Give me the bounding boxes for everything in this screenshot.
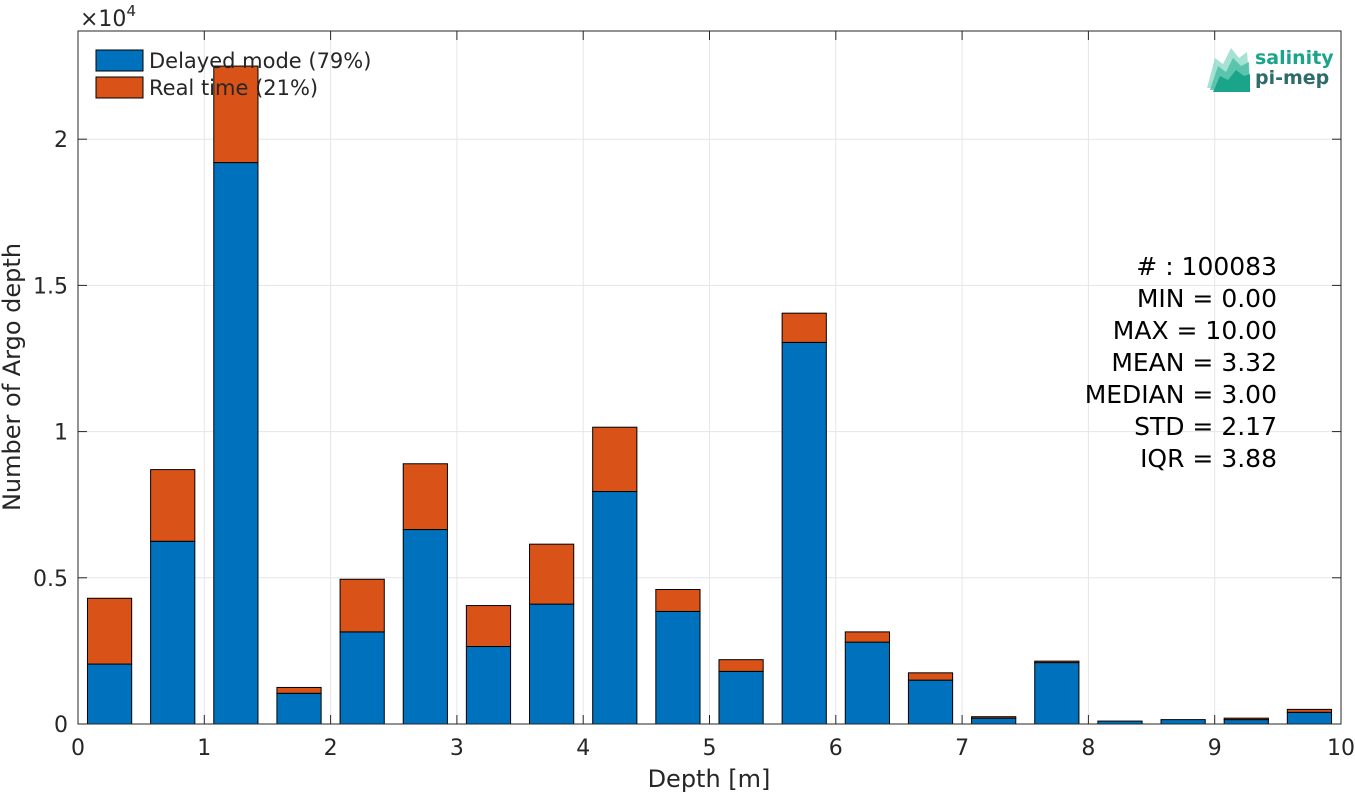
bar-real-time [213,65,259,164]
salinity-pimep-logo: salinity pi-mep [1207,47,1334,92]
x-tick-label: 6 [829,736,843,761]
y-tick-label: 1.5 [33,274,68,299]
bar-delayed-mode [718,670,764,725]
bar-delayed-mode [402,529,448,725]
bar-delayed-mode [844,641,890,725]
x-tick-label: 4 [576,736,590,761]
y-exponent-label: ×104 [80,2,136,32]
bar-real-time [150,469,196,542]
bar-real-time [1223,717,1269,721]
y-tick-label: 2 [54,128,68,153]
bar-delayed-mode [1286,711,1333,725]
bar-real-time [529,543,575,605]
logo-text-salinity: salinity [1255,47,1334,69]
y-tick-label: 0 [54,713,68,738]
x-tick-label: 9 [1208,736,1222,761]
bar-delayed-mode [1223,719,1269,725]
bars-group [86,65,1333,725]
bar-delayed-mode [907,679,954,725]
legend-swatch-delayed [95,49,144,72]
bar-real-time [465,605,512,648]
legend-label-delayed: Delayed mode (79%) [149,49,371,73]
x-axis-label: Depth [m] [648,765,771,793]
bar-real-time [781,312,827,343]
legend: Delayed mode (79%) Real time (21%) [95,49,371,100]
bar-delayed-mode [1034,662,1080,725]
bar-real-time [844,631,890,643]
logo-icon [1207,48,1250,92]
logo-text-pimep: pi-mep [1255,67,1329,89]
bar-delayed-mode [529,603,575,725]
stats-line: IQR = 3.88 [1140,444,1277,473]
bar-delayed-mode [86,663,133,725]
bar-delayed-mode [213,162,259,725]
bar-delayed-mode [781,341,827,725]
bar-delayed-mode [276,692,322,725]
bar-real-time [1286,708,1333,713]
stats-line: MEAN = 3.32 [1111,348,1277,377]
x-tick-label: 1 [197,736,211,761]
bar-delayed-mode [655,610,701,725]
x-tick-label: 5 [703,736,717,761]
x-tick-label: 7 [955,736,969,761]
x-tick-label: 10 [1327,736,1355,761]
bar-real-time [718,659,764,672]
y-tick-label: 1 [54,421,68,446]
legend-swatch-realtime [95,76,144,99]
bar-real-time [907,672,954,681]
bar-real-time [1034,660,1080,664]
stats-line: MAX = 10.00 [1113,316,1277,345]
stats-line: MEDIAN = 3.00 [1085,380,1277,409]
x-tick-label: 2 [324,736,338,761]
bar-real-time [592,426,638,493]
y-tick-labels: 0 0.5 1 1.5 2 [33,128,68,738]
bar-delayed-mode [150,540,196,725]
y-axis-label: Number of Argo depth [0,243,26,511]
bar-delayed-mode [339,631,385,725]
x-tick-label: 8 [1081,736,1095,761]
x-tick-label: 0 [71,736,85,761]
bar-real-time [655,588,701,612]
x-tick-label: 3 [450,736,464,761]
statistics-box: # : 100083 MIN = 0.00 MAX = 10.00 MEAN = 3.… [1085,252,1277,473]
y-exponent-power: 4 [126,2,136,20]
y-tick-label: 0.5 [33,567,68,592]
bar-delayed-mode [465,646,512,725]
bar-real-time [276,686,322,694]
bar-delayed-mode [1160,719,1206,725]
stats-line: STD = 2.17 [1134,412,1277,441]
bar-real-time [402,463,448,531]
legend-label-realtime: Real time (21%) [149,76,318,100]
bar-real-time [971,716,1017,719]
tick-marks [77,31,1342,725]
bar-real-time [86,597,133,665]
stats-line: # : 100083 [1136,252,1277,281]
stats-line: MIN = 0.00 [1137,284,1277,313]
bar-delayed-mode [592,491,638,725]
bar-delayed-mode [971,717,1017,725]
bar-real-time [339,578,385,633]
x-tick-labels: 0 1 2 3 4 5 6 7 8 9 10 [71,736,1355,761]
